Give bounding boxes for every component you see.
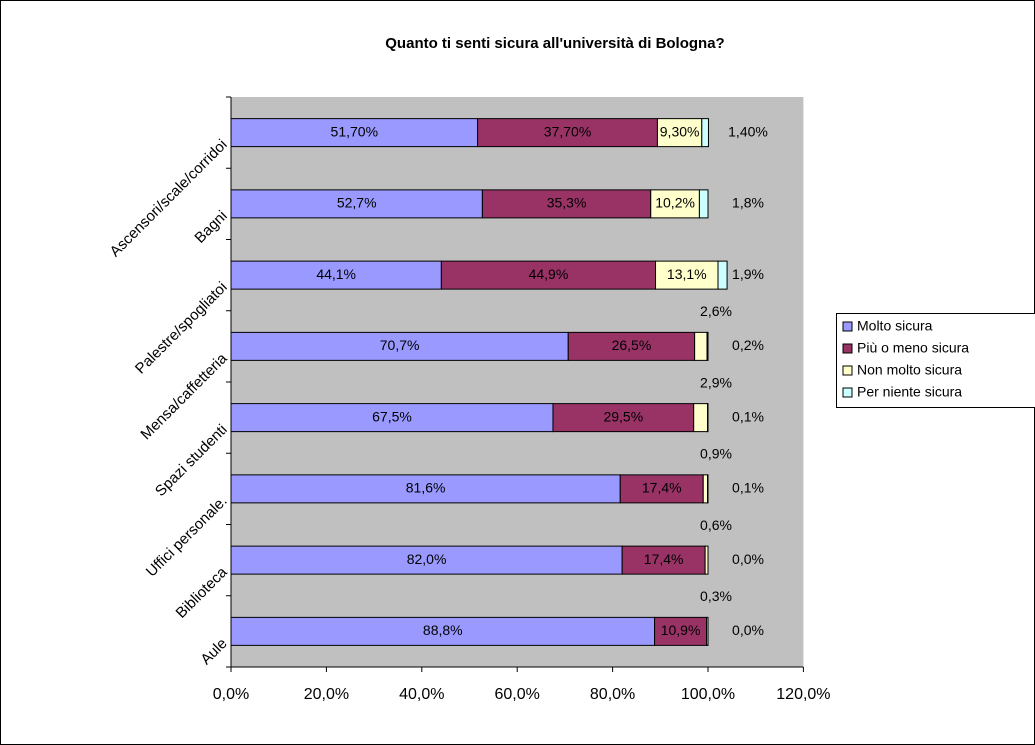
data-label: 17,4%: [644, 551, 684, 567]
data-label: 9,30%: [660, 123, 700, 139]
data-label: 0,2%: [732, 337, 764, 353]
bar-segment: [552, 403, 695, 433]
legend-label: Non molto sicura: [857, 362, 962, 378]
legend-swatch: [842, 321, 853, 332]
x-tick-label: 60,0%: [495, 686, 540, 703]
legend-label: Molto sicura: [857, 318, 933, 334]
bar-segment: [230, 331, 569, 361]
data-label: 0,0%: [732, 622, 764, 638]
data-label: 26,5%: [612, 337, 652, 353]
data-label: 44,9%: [529, 266, 569, 282]
data-label: 70,7%: [380, 337, 420, 353]
legend-swatch: [842, 343, 853, 354]
legend-swatch: [842, 387, 853, 398]
bar-segment: [706, 331, 709, 361]
bar-segment: [656, 118, 703, 148]
data-label: 2,6%: [700, 303, 732, 319]
data-label: 82,0%: [407, 551, 447, 567]
data-label: 52,7%: [337, 195, 377, 211]
data-label: 0,9%: [700, 446, 732, 462]
data-label: 0,6%: [700, 517, 732, 533]
bar-segment: [702, 474, 709, 504]
bar-segment: [655, 260, 719, 290]
data-label: 0,1%: [732, 480, 764, 496]
legend-swatch: [842, 365, 853, 376]
legend-label: Più o meno sicura: [857, 340, 969, 356]
data-label: 51,70%: [331, 123, 378, 139]
data-label: 10,2%: [655, 195, 695, 211]
bar-segment: [717, 260, 728, 290]
data-label: 29,5%: [603, 408, 643, 424]
chart-title: Quanto ti senti sicura all'università di…: [385, 35, 724, 52]
data-label: 2,9%: [700, 374, 732, 390]
bar-segment: [619, 474, 704, 504]
bar-segment: [706, 616, 709, 646]
data-label: 13,1%: [667, 266, 707, 282]
bar-segment: [230, 189, 483, 219]
bar-segment: [701, 118, 709, 148]
x-tick-label: 0,0%: [213, 686, 249, 703]
data-label: 81,6%: [406, 480, 446, 496]
bar-segment: [230, 118, 479, 148]
x-tick-label: 100,0%: [681, 686, 735, 703]
bar-segment: [230, 474, 621, 504]
data-label: 0,1%: [732, 408, 764, 424]
bar-segment: [704, 545, 709, 575]
data-label: 1,9%: [732, 266, 764, 282]
x-tick-label: 40,0%: [399, 686, 444, 703]
bar-segment: [477, 118, 658, 148]
data-label: 10,9%: [661, 622, 701, 638]
x-tick-label: 80,0%: [590, 686, 635, 703]
data-label: 67,5%: [372, 408, 412, 424]
data-label: 44,1%: [316, 266, 356, 282]
data-label: 0,0%: [732, 551, 764, 567]
bar-segment: [698, 189, 709, 219]
bar-segment: [230, 616, 656, 646]
bar-segment: [440, 260, 657, 290]
bar-segment: [230, 545, 623, 575]
bar-segment: [567, 331, 696, 361]
bar-segment: [230, 260, 442, 290]
data-label: 35,3%: [547, 195, 587, 211]
bar-segment: [654, 616, 708, 646]
legend-label: Per niente sicura: [857, 384, 962, 400]
data-label: 1,8%: [732, 195, 764, 211]
bar-segment: [694, 331, 708, 361]
data-label: 0,3%: [700, 588, 732, 604]
bar-segment: [693, 403, 709, 433]
data-label: 17,4%: [642, 480, 682, 496]
data-label: 1,40%: [728, 123, 768, 139]
x-tick-label: 20,0%: [304, 686, 349, 703]
bar-segment: [650, 189, 700, 219]
x-tick-label: 120,0%: [776, 686, 830, 703]
legend-box: [836, 313, 1035, 408]
data-label: 88,8%: [423, 622, 463, 638]
data-label: 37,70%: [544, 123, 591, 139]
